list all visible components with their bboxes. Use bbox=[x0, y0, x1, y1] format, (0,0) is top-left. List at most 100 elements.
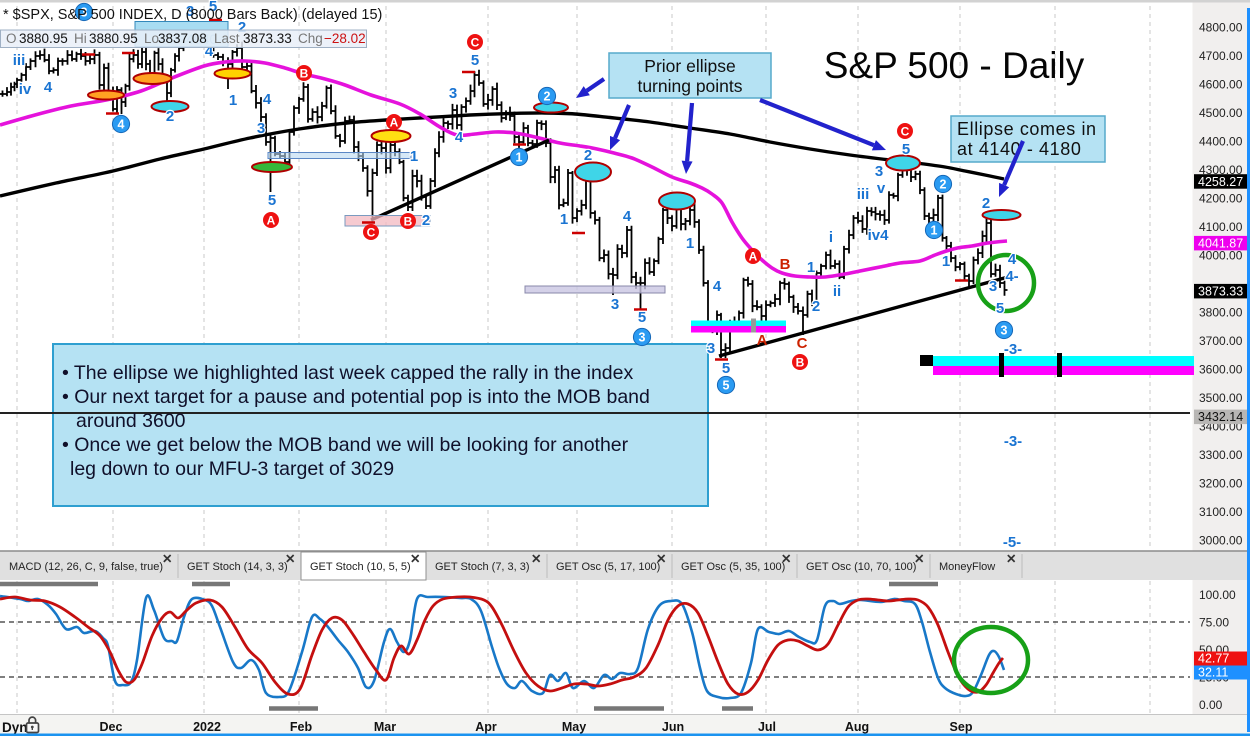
svg-text:• Our next target for a pause: • Our next target for a pause and potent… bbox=[62, 386, 650, 408]
svg-text:5: 5 bbox=[902, 141, 910, 158]
svg-text:4200.00: 4200.00 bbox=[1199, 191, 1243, 205]
svg-text:iii: iii bbox=[857, 186, 870, 203]
svg-text:4600.00: 4600.00 bbox=[1199, 77, 1243, 91]
svg-text:MACD (12, 26, C, 9, false, tru: MACD (12, 26, C, 9, false, true) bbox=[9, 561, 163, 573]
svg-text:B: B bbox=[300, 66, 309, 80]
svg-text:5: 5 bbox=[471, 52, 479, 69]
svg-text:leg down to our MFU-3 target o: leg down to our MFU-3 target of 3029 bbox=[70, 458, 394, 480]
svg-text:75.00: 75.00 bbox=[1199, 615, 1229, 629]
svg-text:2022: 2022 bbox=[193, 720, 221, 734]
svg-text:4: 4 bbox=[263, 91, 272, 108]
svg-text:GET Osc (5, 35, 100): GET Osc (5, 35, 100) bbox=[681, 561, 785, 573]
svg-text:MoneyFlow: MoneyFlow bbox=[939, 561, 995, 573]
svg-text:2: 2 bbox=[812, 298, 820, 315]
svg-text:iv: iv bbox=[19, 81, 32, 98]
svg-text:Lo: Lo bbox=[144, 31, 159, 46]
svg-text:✕: ✕ bbox=[162, 552, 172, 566]
svg-text:✕: ✕ bbox=[781, 552, 791, 566]
svg-text:Sep: Sep bbox=[950, 720, 973, 734]
svg-text:• Once we get below the MOB ba: • Once we get below the MOB band we will… bbox=[62, 434, 629, 456]
svg-text:2: 2 bbox=[238, 19, 246, 36]
svg-text:4500.00: 4500.00 bbox=[1199, 106, 1243, 120]
svg-text:4: 4 bbox=[455, 129, 464, 146]
svg-text:1: 1 bbox=[516, 150, 523, 164]
svg-text:✕: ✕ bbox=[410, 552, 420, 566]
svg-text:GET Osc (5, 17, 100): GET Osc (5, 17, 100) bbox=[556, 561, 660, 573]
svg-text:Chg: Chg bbox=[298, 31, 323, 46]
svg-text:3880.95: 3880.95 bbox=[89, 31, 138, 46]
svg-text:1: 1 bbox=[807, 259, 815, 276]
svg-text:Ellipse comes in: Ellipse comes in bbox=[957, 119, 1097, 139]
svg-text:C: C bbox=[901, 124, 910, 138]
svg-text:Jun: Jun bbox=[662, 720, 684, 734]
svg-text:3600.00: 3600.00 bbox=[1199, 362, 1243, 376]
svg-text:Hi: Hi bbox=[74, 31, 87, 46]
svg-text:1: 1 bbox=[560, 211, 568, 228]
svg-text:3500.00: 3500.00 bbox=[1199, 391, 1243, 405]
svg-text:Dyn: Dyn bbox=[2, 720, 28, 735]
svg-text:2: 2 bbox=[544, 89, 551, 103]
svg-text:100.00: 100.00 bbox=[1199, 588, 1236, 602]
svg-text:5: 5 bbox=[722, 360, 730, 377]
svg-text:3800.00: 3800.00 bbox=[1199, 305, 1243, 319]
svg-text:GET Stoch (10, 5, 5): GET Stoch (10, 5, 5) bbox=[310, 561, 411, 573]
svg-text:ii: ii bbox=[833, 283, 841, 300]
svg-text:3432.14: 3432.14 bbox=[1198, 410, 1243, 424]
svg-text:✕: ✕ bbox=[1006, 552, 1016, 566]
svg-text:GET Stoch (7, 3, 3): GET Stoch (7, 3, 3) bbox=[435, 561, 530, 573]
svg-text:Jul: Jul bbox=[758, 720, 776, 734]
svg-text:B: B bbox=[796, 355, 805, 369]
svg-text:4: 4 bbox=[1008, 251, 1017, 268]
svg-text:3: 3 bbox=[639, 330, 646, 344]
svg-text:GET Osc (10, 70, 100): GET Osc (10, 70, 100) bbox=[806, 561, 916, 573]
svg-text:3100.00: 3100.00 bbox=[1199, 505, 1243, 519]
svg-text:3: 3 bbox=[707, 340, 715, 357]
svg-text:3837.08: 3837.08 bbox=[158, 31, 207, 46]
svg-text:Prior ellipse: Prior ellipse bbox=[644, 56, 735, 76]
svg-text:4000.00: 4000.00 bbox=[1199, 248, 1243, 262]
svg-text:• The ellipse we highlighted l: • The ellipse we highlighted last week c… bbox=[62, 362, 633, 384]
svg-text:3: 3 bbox=[1001, 323, 1008, 337]
svg-text:4700.00: 4700.00 bbox=[1199, 49, 1243, 63]
svg-text:0.00: 0.00 bbox=[1199, 698, 1223, 712]
svg-text:-3-: -3- bbox=[1004, 341, 1022, 358]
svg-text:B: B bbox=[404, 214, 413, 228]
svg-text:Feb: Feb bbox=[290, 720, 313, 734]
svg-text:4: 4 bbox=[44, 79, 53, 96]
svg-text:✕: ✕ bbox=[531, 552, 541, 566]
svg-text:3: 3 bbox=[257, 120, 265, 137]
svg-text:3700.00: 3700.00 bbox=[1199, 334, 1243, 348]
svg-text:A: A bbox=[267, 213, 276, 227]
svg-text:May: May bbox=[562, 720, 586, 734]
svg-text:Apr: Apr bbox=[475, 720, 497, 734]
svg-text:i: i bbox=[829, 229, 833, 246]
svg-text:32.11: 32.11 bbox=[1198, 666, 1228, 680]
svg-text:✕: ✕ bbox=[656, 552, 666, 566]
svg-text:4: 4 bbox=[118, 117, 125, 131]
svg-text:O: O bbox=[6, 31, 17, 46]
svg-text:3880.95: 3880.95 bbox=[19, 31, 68, 46]
svg-text:iv4: iv4 bbox=[868, 227, 890, 244]
svg-text:5: 5 bbox=[268, 192, 276, 209]
svg-text:4041.87: 4041.87 bbox=[1198, 237, 1243, 251]
svg-text:2: 2 bbox=[422, 212, 430, 229]
svg-text:1: 1 bbox=[229, 92, 237, 109]
svg-text:5: 5 bbox=[638, 309, 646, 326]
svg-text:around 3600: around 3600 bbox=[76, 410, 186, 432]
svg-text:42.77: 42.77 bbox=[1198, 652, 1229, 666]
svg-text:Last: Last bbox=[214, 31, 240, 46]
svg-text:C: C bbox=[471, 35, 480, 49]
svg-text:3: 3 bbox=[449, 85, 457, 102]
svg-text:* $SPX, S&P 500 INDEX, D (8000: * $SPX, S&P 500 INDEX, D (8000 Bars Back… bbox=[3, 7, 382, 23]
svg-text:v: v bbox=[877, 180, 886, 197]
svg-text:C: C bbox=[367, 225, 376, 239]
svg-text:3000.00: 3000.00 bbox=[1199, 533, 1243, 547]
svg-text:2: 2 bbox=[584, 147, 592, 164]
svg-text:3: 3 bbox=[989, 278, 997, 295]
svg-text:3: 3 bbox=[611, 296, 619, 313]
svg-text:C: C bbox=[797, 335, 808, 352]
svg-text:1: 1 bbox=[410, 148, 418, 165]
svg-text:Dec: Dec bbox=[100, 720, 123, 734]
svg-text:5: 5 bbox=[723, 378, 730, 392]
svg-text:1: 1 bbox=[942, 253, 950, 270]
